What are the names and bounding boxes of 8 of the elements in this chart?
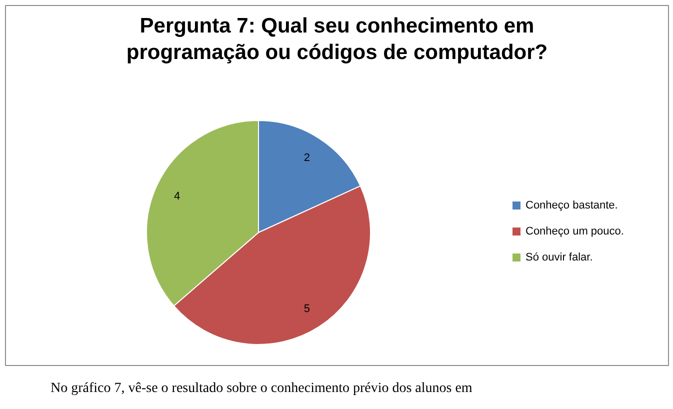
legend-label: Conheço bastante. [526, 200, 618, 212]
data-label: 2 [304, 152, 310, 164]
text: No gráfico 7, vê-se o resultado sobre o conhecimento prévio dos alunos em [50, 381, 472, 396]
legend-label: Só ouvir falar. [526, 252, 593, 264]
data-label: 4 [174, 190, 180, 202]
chart-title: Pergunta 7: Qual seu conhecimento em programação ou códigos de computador? [126, 14, 548, 64]
data-label: 5 [304, 302, 310, 315]
legend-label: Conheço um pouco. [526, 226, 624, 238]
